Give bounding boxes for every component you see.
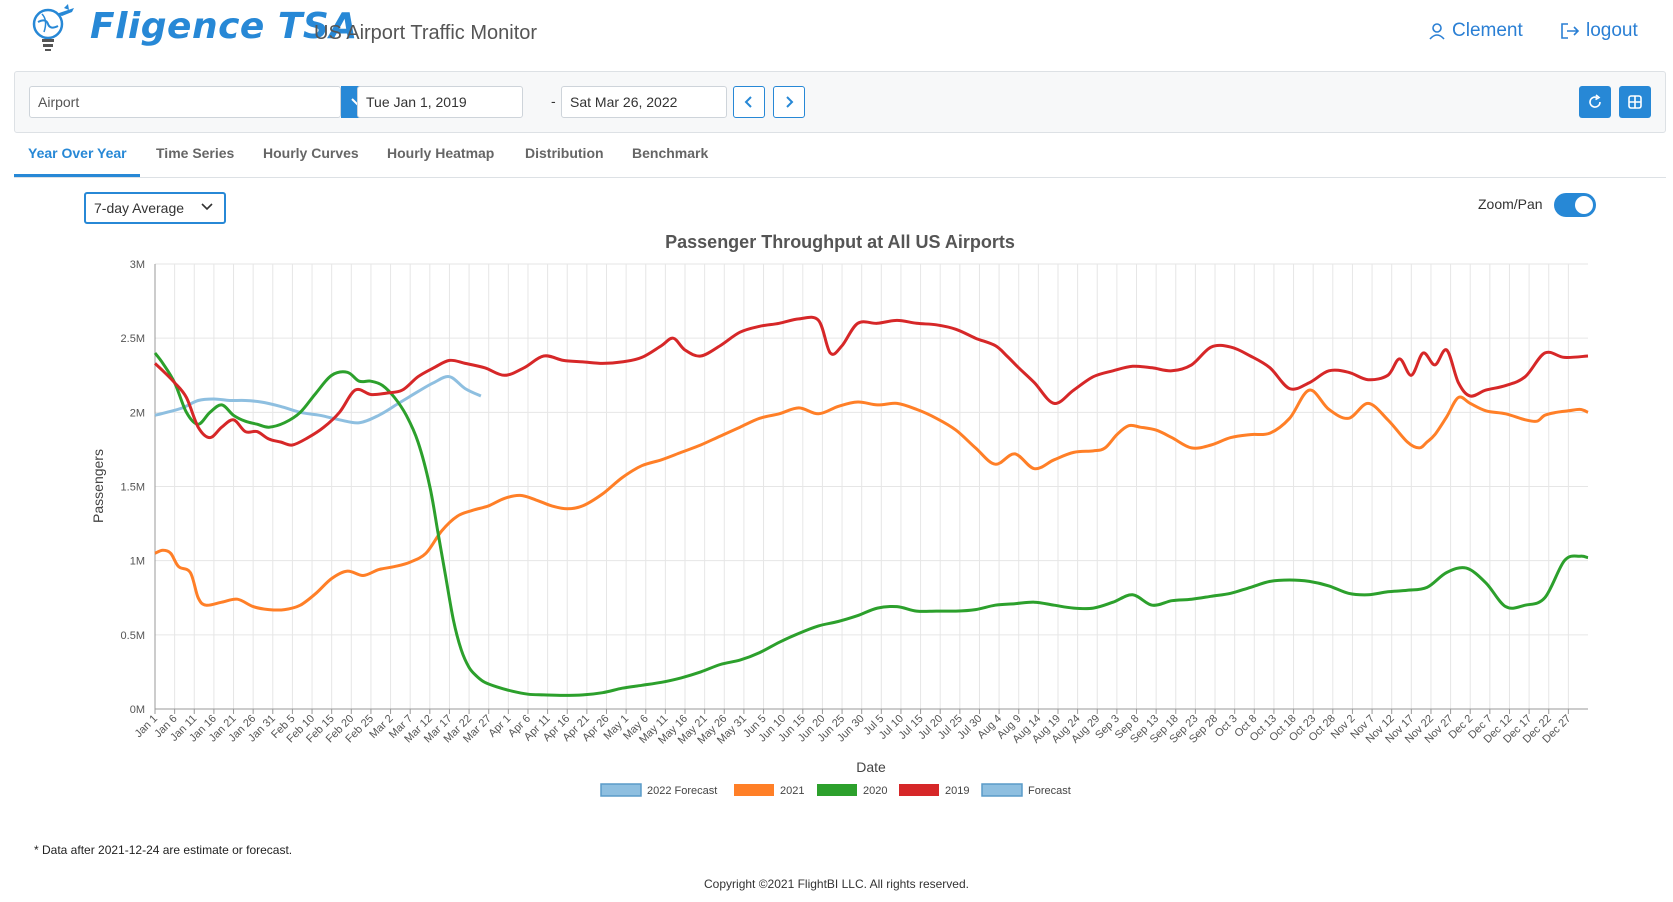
legend-label: 2019: [945, 785, 969, 797]
active-tab-indicator: [14, 174, 140, 177]
x-axis-label: Date: [856, 759, 886, 775]
tab-year-over-year[interactable]: Year Over Year: [28, 145, 127, 161]
filter-toolbar: Airport Tue Jan 1, 2019 - Sat Mar 26, 20…: [14, 71, 1666, 133]
chart-grid: [154, 263, 1588, 710]
zoom-pan-label: Zoom/Pan: [1478, 196, 1543, 212]
series-line-2019[interactable]: [153, 315, 1589, 447]
brand-title: Fligence TSA: [90, 6, 358, 47]
chevron-right-icon: [786, 96, 794, 108]
legend-swatch: [981, 783, 1023, 797]
forecast-note: * Data after 2021-12-24 are estimate or …: [34, 843, 293, 857]
logout-label: logout: [1586, 20, 1638, 41]
y-axis-label: Passengers: [90, 449, 106, 523]
user-menu-link[interactable]: Clement: [1428, 20, 1523, 42]
app-subtitle: US Airport Traffic Monitor: [314, 22, 538, 44]
legend-label: 2021: [780, 785, 804, 797]
date-separator: -: [551, 93, 556, 109]
y-tick-label: 2M: [130, 407, 145, 419]
legend-swatch: [899, 784, 939, 796]
average-select[interactable]: 7-day Average: [84, 192, 226, 224]
end-date-input[interactable]: Sat Mar 26, 2022: [561, 86, 727, 118]
refresh-icon: [1589, 94, 1601, 108]
legend-swatch: [817, 784, 857, 796]
legend-swatch: [600, 783, 642, 797]
chevron-left-icon: [744, 96, 752, 108]
y-tick-label: 1M: [130, 556, 145, 568]
tab-benchmark[interactable]: Benchmark: [632, 145, 709, 161]
legend-item-2020[interactable]: 2020: [817, 784, 887, 797]
legend-item-forecast[interactable]: Forecast: [981, 783, 1071, 797]
legend-item-2022-forecast[interactable]: 2022 Forecast: [600, 783, 717, 797]
start-date-input[interactable]: Tue Jan 1, 2019: [357, 86, 523, 118]
y-tick-label: 1.5M: [121, 482, 145, 494]
y-tick-label: 0M: [130, 704, 145, 716]
header: Fligence TSA US Airport Traffic Monitor …: [0, 0, 1673, 62]
user-name: Clement: [1452, 20, 1523, 41]
chart-series: [153, 315, 1589, 697]
y-tick-label: 0.5M: [121, 630, 145, 642]
legend-label: Forecast: [1028, 785, 1071, 797]
y-axis: 0M 0.5M 1M 1.5M 2M 2.5M 3M: [121, 259, 156, 716]
average-select-value: 7-day Average: [94, 200, 185, 216]
y-tick-label: 2.5M: [121, 333, 145, 345]
view-tabs: Year Over Year Time Series Hourly Curves…: [14, 135, 1666, 178]
refresh-button[interactable]: [1579, 86, 1611, 118]
series-line-2020[interactable]: [153, 352, 1589, 697]
legend-label: 2020: [863, 785, 887, 797]
chevron-down-icon: [201, 203, 213, 211]
series-line-2022-forecast[interactable]: [154, 375, 482, 425]
series-line-2021[interactable]: [154, 388, 1589, 612]
layout-grid-button[interactable]: [1619, 86, 1651, 118]
grid-icon: [1628, 95, 1642, 109]
passenger-throughput-chart[interactable]: Passenger Throughput at All US Airports …: [0, 215, 1673, 815]
legend-item-2019[interactable]: 2019: [899, 784, 969, 797]
next-period-button[interactable]: [773, 86, 805, 118]
legend-item-2021[interactable]: 2021: [734, 784, 804, 797]
zoom-pan-toggle[interactable]: [1554, 193, 1596, 217]
airplane-bulb-logo-icon: [32, 4, 74, 51]
user-icon: [1429, 23, 1445, 40]
previous-period-button[interactable]: [733, 86, 765, 118]
tab-distribution[interactable]: Distribution: [525, 145, 604, 161]
legend-swatch: [734, 784, 774, 796]
copyright-footer: Copyright ©2021 FlightBI LLC. All rights…: [704, 877, 969, 891]
toggle-knob: [1575, 196, 1593, 214]
tab-hourly-heatmap[interactable]: Hourly Heatmap: [387, 145, 495, 161]
logout-icon: [1561, 23, 1580, 39]
chart-title: Passenger Throughput at All US Airports: [665, 232, 1015, 252]
logout-link[interactable]: logout: [1560, 20, 1638, 42]
chart-legend[interactable]: 2022 Forecast 2021 2020 2019 Forecast: [600, 783, 1071, 797]
legend-label: 2022 Forecast: [647, 785, 717, 797]
tab-time-series[interactable]: Time Series: [156, 145, 235, 161]
y-tick-label: 3M: [130, 259, 145, 271]
airport-select[interactable]: Airport: [29, 86, 341, 118]
tab-hourly-curves[interactable]: Hourly Curves: [263, 145, 359, 161]
